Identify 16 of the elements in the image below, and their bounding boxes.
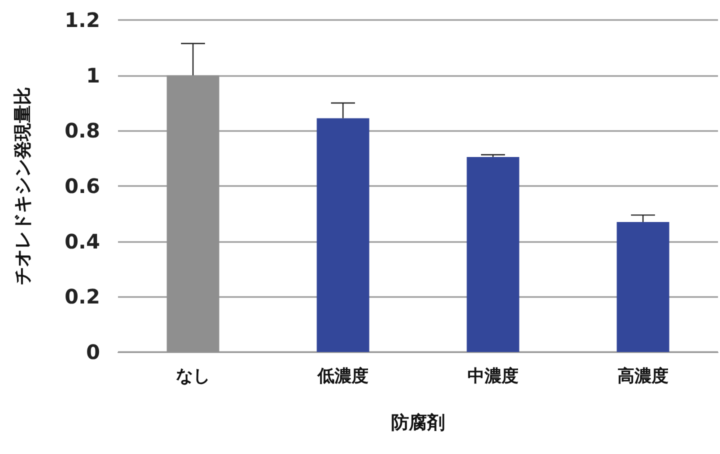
x-tick-label: なし: [176, 366, 210, 386]
y-tick-label: 0.8: [64, 118, 100, 143]
x-tick-label: 高濃度: [618, 366, 668, 386]
bar: [316, 118, 370, 352]
y-tick-label: 1: [86, 63, 100, 88]
y-axis-title: チオレドキシン発現量比: [12, 87, 34, 285]
y-tick-label: 1.2: [64, 8, 100, 32]
bar: [616, 222, 670, 352]
y-tick-label: 0.6: [64, 174, 100, 198]
x-tick-label: 中濃度: [468, 366, 518, 386]
y-tick-label: 0.2: [64, 284, 100, 309]
x-axis-title: 防腐剤: [391, 412, 445, 434]
x-tick-label: 低濃度: [316, 366, 368, 386]
y-tick-label: 0.4: [64, 229, 100, 254]
bar: [466, 156, 520, 352]
y-tick-label: 0: [86, 340, 100, 364]
